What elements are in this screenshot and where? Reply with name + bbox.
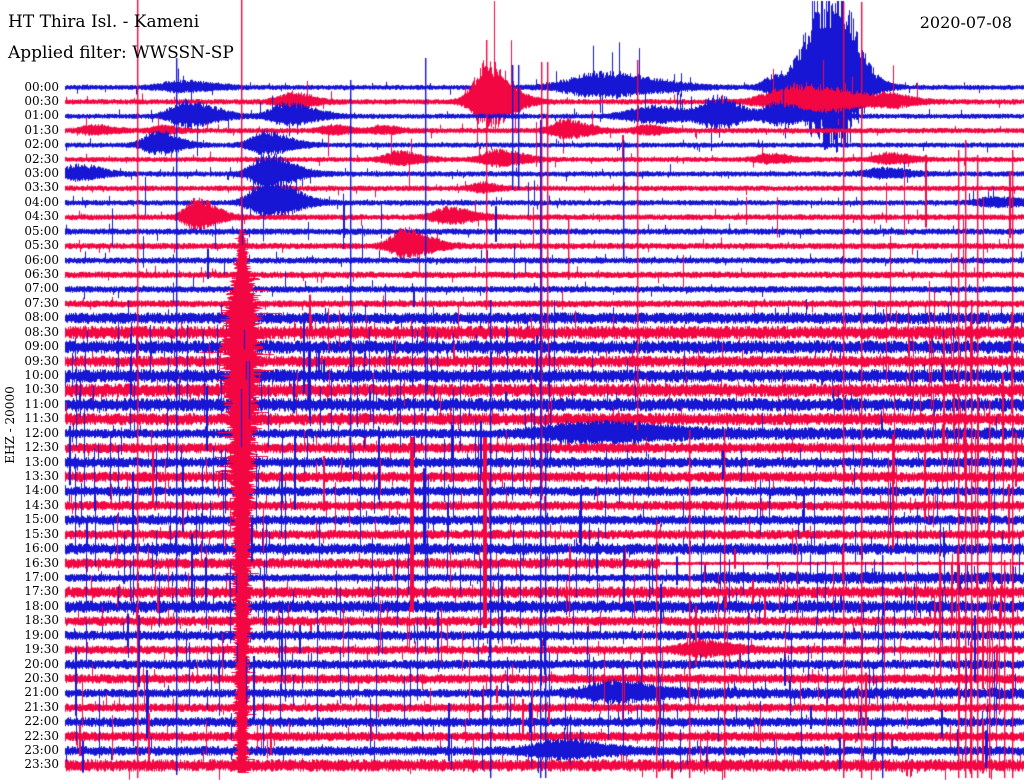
time-label: 00:00 [24, 79, 59, 94]
time-label: 19:30 [24, 642, 59, 657]
time-label: 06:30 [24, 267, 59, 282]
time-label: 23:30 [24, 757, 59, 772]
time-label: 15:30 [24, 526, 59, 541]
time-label: 07:30 [24, 295, 59, 310]
time-label: 08:00 [24, 310, 59, 325]
date-label: 2020-07-08 [919, 13, 1012, 32]
time-label: 17:30 [24, 584, 59, 599]
time-label: 13:30 [24, 468, 59, 483]
time-label: 21:30 [24, 699, 59, 714]
time-label: 09:30 [24, 353, 59, 368]
time-label: 03:00 [24, 166, 59, 181]
time-label: 10:30 [24, 382, 59, 397]
time-label: 04:30 [24, 209, 59, 224]
time-label: 20:00 [24, 656, 59, 671]
time-label: 15:00 [24, 512, 59, 527]
time-label: 04:00 [24, 194, 59, 209]
time-label: 00:30 [24, 93, 59, 108]
time-label: 16:30 [24, 555, 59, 570]
time-label: 18:00 [24, 598, 59, 613]
time-label: 11:00 [24, 396, 59, 411]
time-label: 21:00 [24, 685, 59, 700]
time-label: 06:00 [24, 252, 59, 267]
time-label: 09:00 [24, 339, 59, 354]
time-label: 07:00 [24, 281, 59, 296]
time-label: 14:30 [24, 497, 59, 512]
time-label: 12:00 [24, 425, 59, 440]
time-label: 20:30 [24, 670, 59, 685]
time-label: 19:00 [24, 627, 59, 642]
time-label: 23:00 [24, 743, 59, 758]
time-label: 17:00 [24, 569, 59, 584]
time-label: 13:00 [24, 454, 59, 469]
time-label: 03:30 [24, 180, 59, 195]
time-label: 10:00 [24, 368, 59, 382]
filter-label: Applied filter: WWSSN-SP [8, 43, 234, 63]
time-label: 05:30 [24, 238, 59, 253]
time-label: 02:00 [24, 137, 59, 152]
time-label: 02:30 [24, 151, 59, 166]
time-label: 01:30 [24, 122, 59, 137]
time-label: 05:00 [24, 223, 59, 238]
time-label: 16:00 [24, 541, 59, 556]
time-label: 08:30 [24, 324, 59, 339]
station-title: HT Thira Isl. - Kameni [8, 12, 200, 32]
time-label: 12:30 [24, 440, 59, 455]
time-label: 18:30 [24, 613, 59, 628]
time-label: 22:00 [24, 714, 59, 729]
time-label: 11:30 [24, 411, 59, 426]
time-label: 22:30 [24, 728, 59, 743]
time-label: 14:00 [24, 483, 59, 498]
time-label: 01:00 [24, 108, 59, 123]
